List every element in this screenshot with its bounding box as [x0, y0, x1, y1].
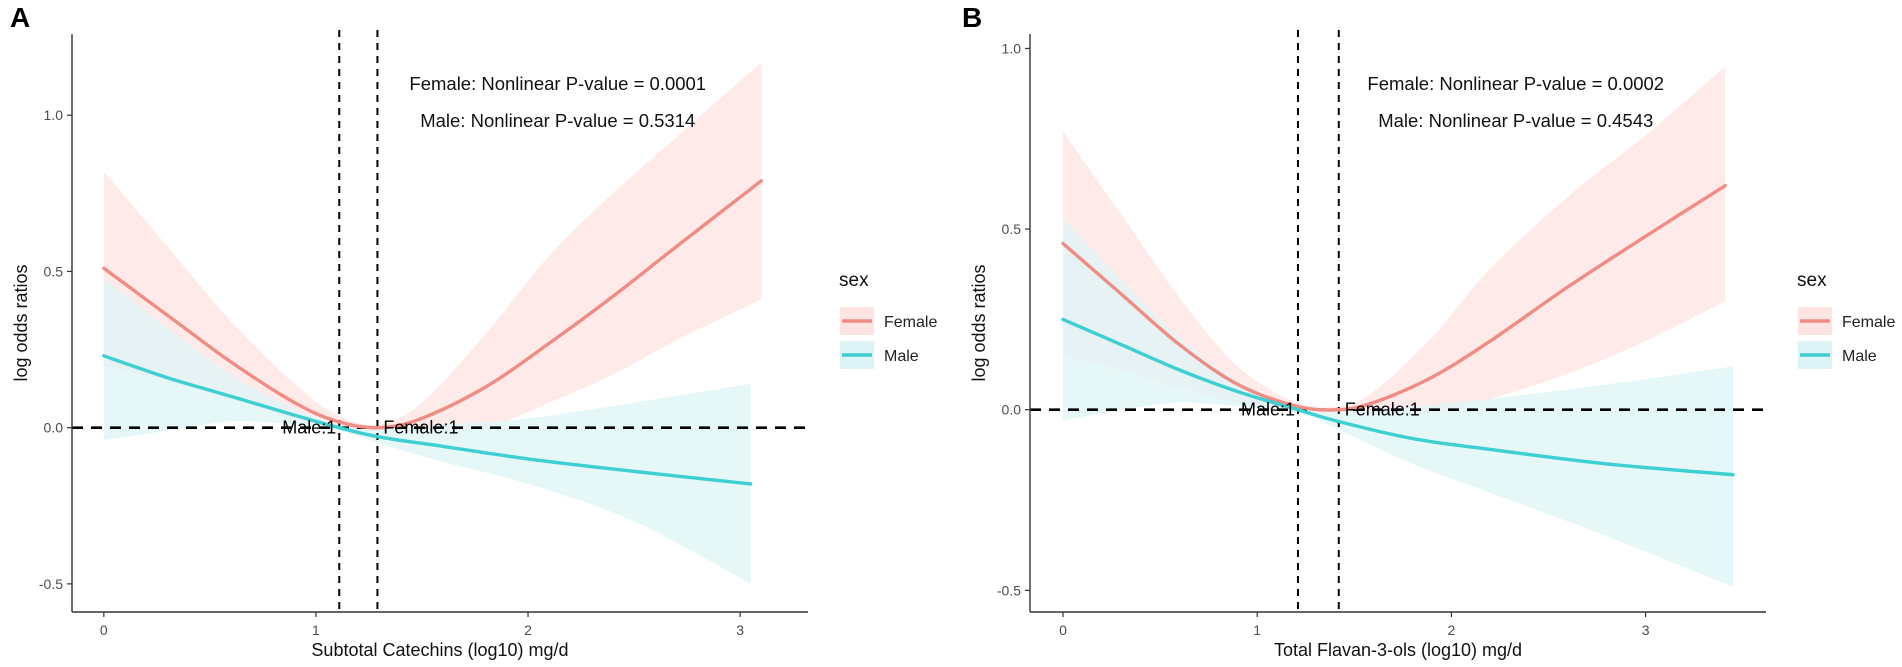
reference-label: Female:1 [383, 418, 458, 438]
x-tick-label: 0 [100, 622, 108, 638]
legend: sex Female Male [839, 270, 937, 369]
y-axis-title: log odds ratios [969, 264, 989, 381]
panel-label-a: A [10, 2, 31, 33]
reference-label: Male:1 [1241, 400, 1295, 420]
chart-panel-a: -0.5 0.0 0.5 1.0 0 1 2 3 Subtotal Catechins (log… [11, 30, 937, 660]
y-tick-label: -0.5 [997, 582, 1021, 598]
x-tick-label: 1 [312, 622, 320, 638]
reference-label: Male:1 [282, 418, 336, 438]
legend-label-female: Female [1842, 314, 1895, 331]
x-axis-title: Subtotal Catechins (log10) mg/d [311, 640, 568, 660]
y-tick-label: 0.5 [1002, 221, 1022, 237]
y-tick-label: 1.0 [1002, 40, 1022, 56]
confidence-band-female [1063, 66, 1726, 415]
reference-label: Female:1 [1345, 400, 1420, 420]
p-value-annotation: Male: Nonlinear P-value = 0.4543 [1378, 110, 1653, 131]
y-tick-label: -0.5 [39, 576, 63, 592]
chart-panel-b: -0.5 0.0 0.5 1.0 0 1 2 3 Total Flavan-3-ols (log… [969, 30, 1895, 660]
fitted-line-male [1061, 317, 1735, 477]
y-tick-label: 0.0 [1002, 402, 1022, 418]
legend-label-female: Female [884, 314, 937, 331]
x-tick-label: 1 [1253, 622, 1261, 638]
p-value-annotation: Male: Nonlinear P-value = 0.5314 [420, 110, 695, 131]
x-tick-label: 0 [1059, 622, 1067, 638]
y-axis-title: log odds ratios [11, 264, 31, 381]
y-tick-label: 1.0 [44, 107, 64, 123]
fitted-line-female [1061, 184, 1727, 412]
fitted-line-male [102, 354, 753, 486]
confidence-band-male [1063, 218, 1733, 587]
fitted-line-female [102, 179, 763, 430]
panel-label-b: B [962, 2, 983, 33]
legend: sex Female Male [1797, 270, 1895, 369]
x-tick-label: 3 [736, 622, 744, 638]
legend-title: sex [1797, 270, 1827, 291]
x-tick-label: 3 [1642, 622, 1650, 638]
y-tick-label: 0.0 [44, 420, 64, 436]
legend-label-male: Male [1842, 348, 1877, 365]
y-tick-label: 0.5 [44, 263, 64, 279]
confidence-band-male [103, 277, 751, 584]
legend-label-male: Male [884, 348, 919, 365]
x-axis-title: Total Flavan-3-ols (log10) mg/d [1274, 640, 1522, 660]
p-value-annotation: Female: Nonlinear P-value = 0.0002 [1367, 73, 1664, 94]
legend-title: sex [839, 270, 869, 291]
p-value-annotation: Female: Nonlinear P-value = 0.0001 [409, 73, 706, 94]
x-tick-label: 2 [1448, 622, 1456, 638]
confidence-band-female [103, 62, 762, 432]
x-tick-label: 2 [524, 622, 532, 638]
